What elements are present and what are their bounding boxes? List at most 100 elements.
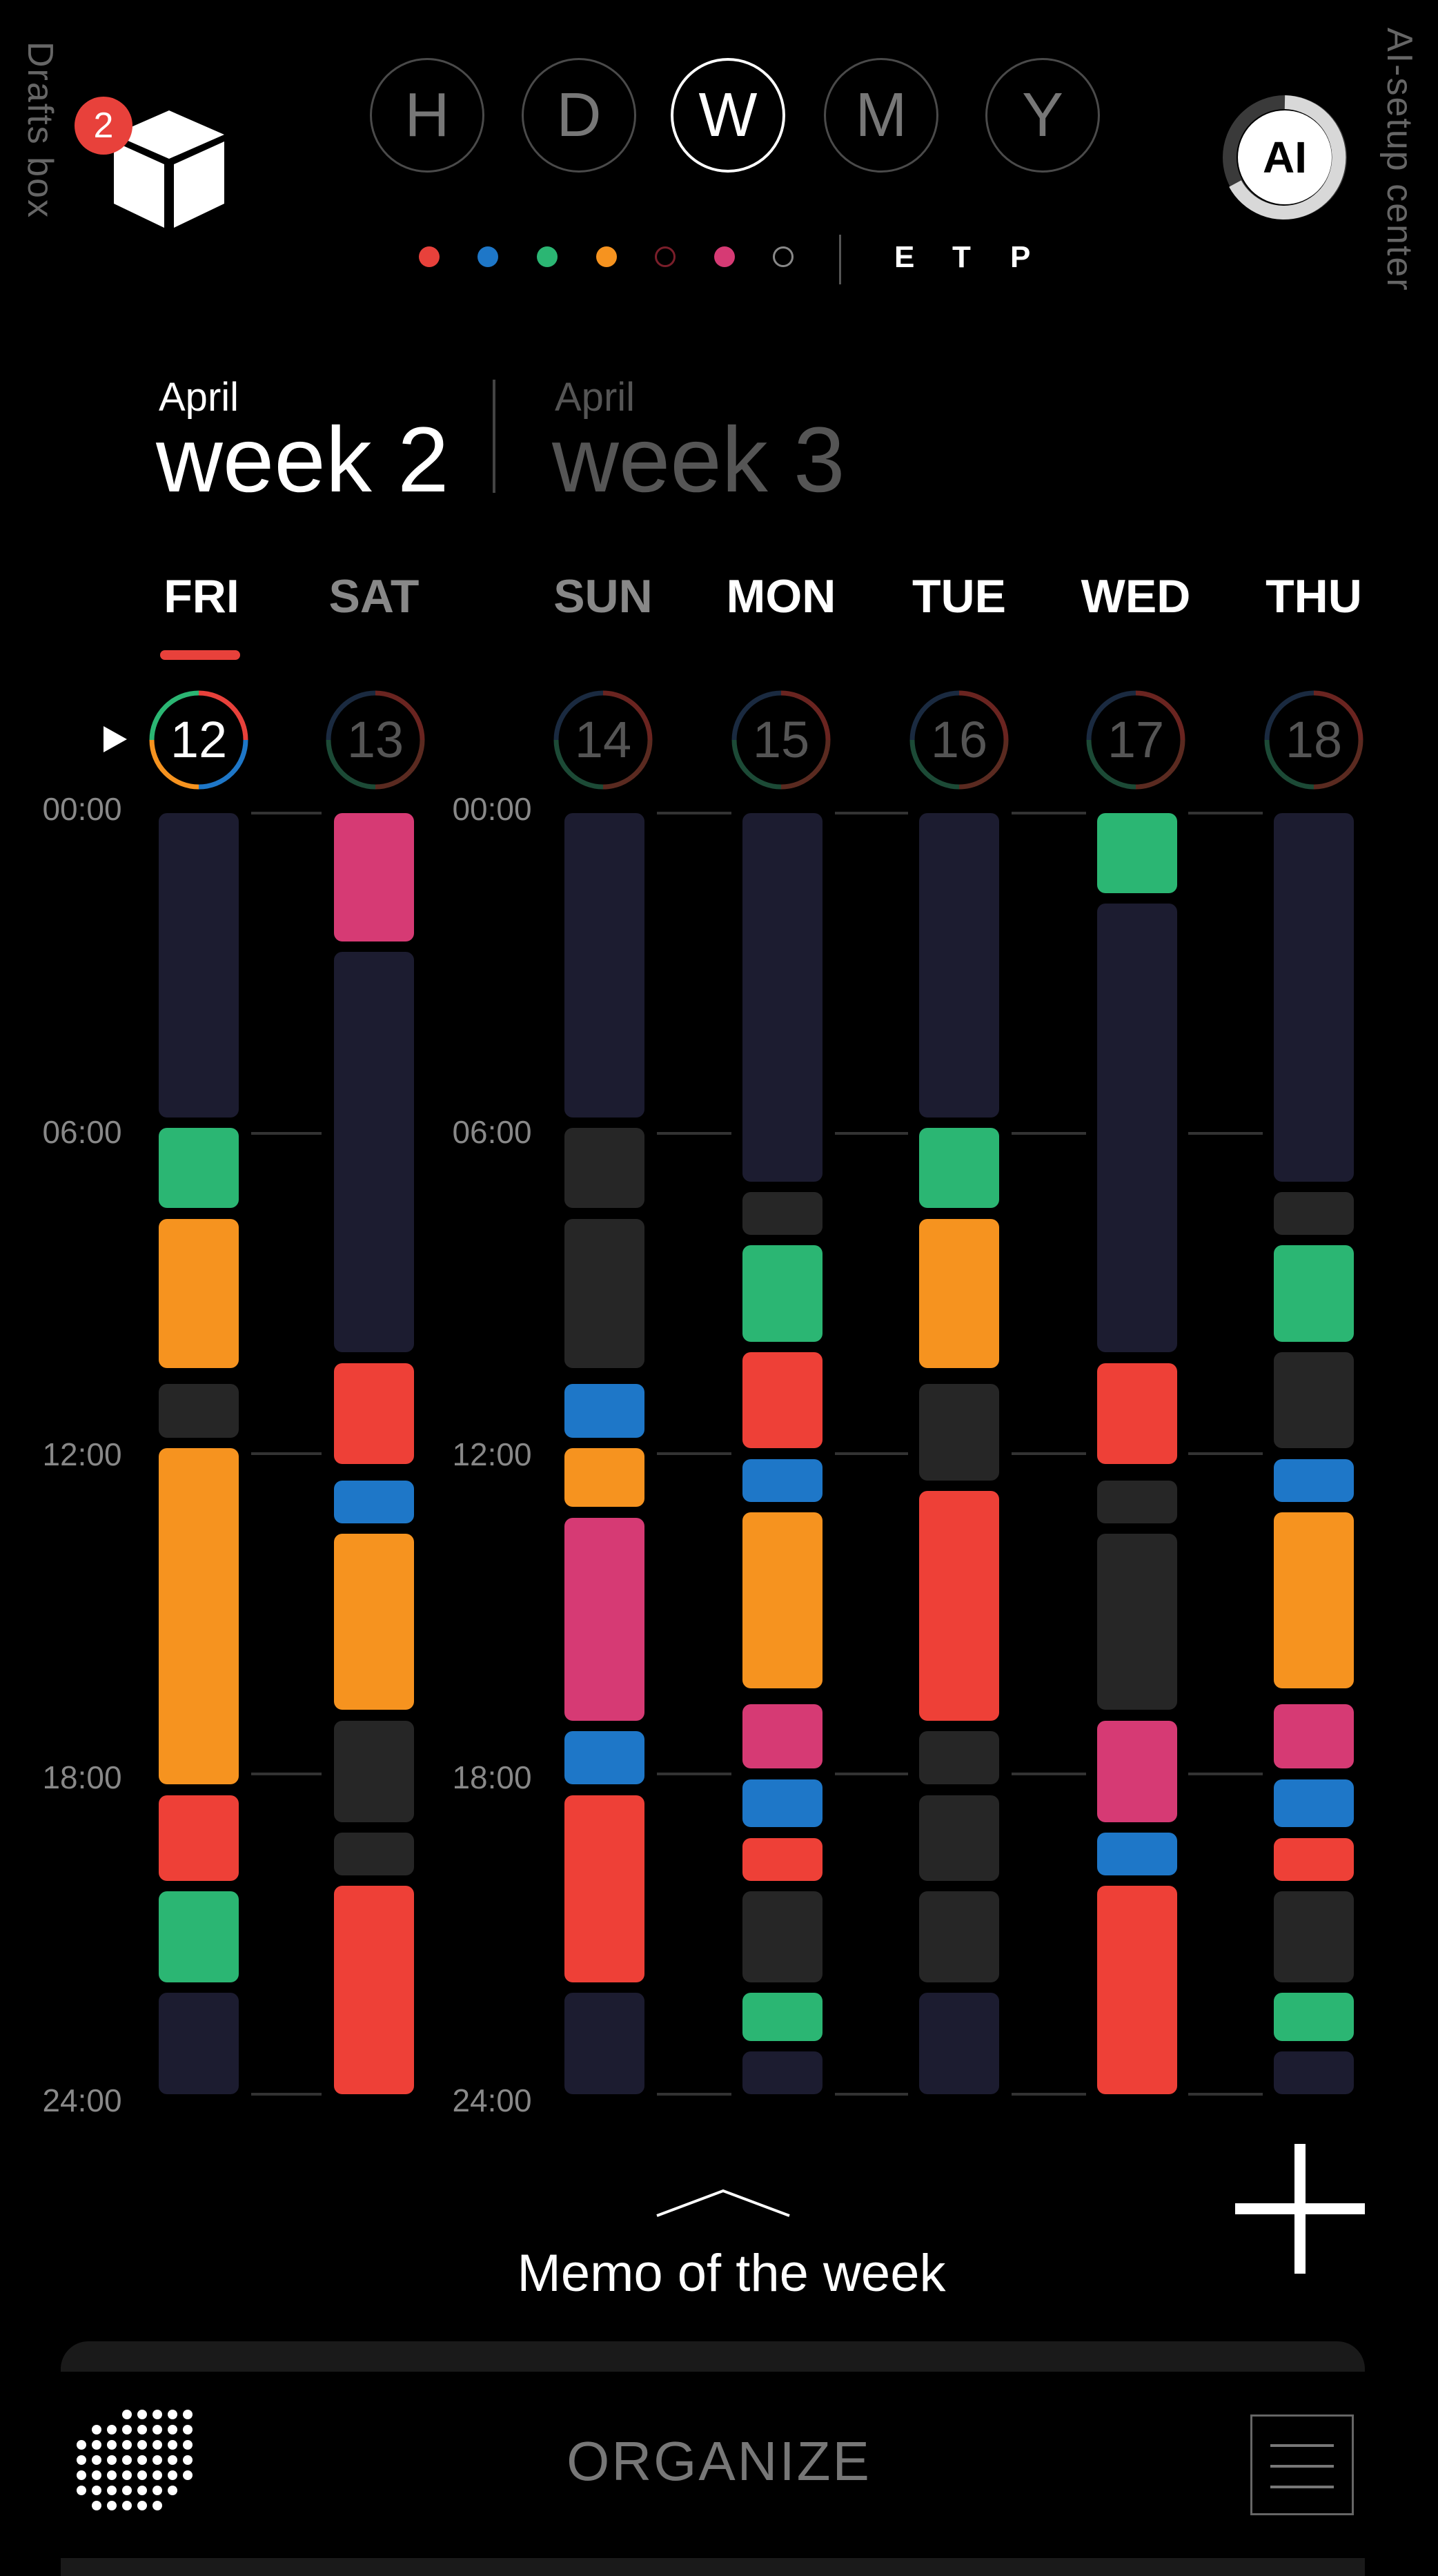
event-block-gray[interactable] [919, 1384, 999, 1481]
event-block-gray[interactable] [564, 1128, 644, 1209]
event-block-navy[interactable] [334, 952, 414, 1353]
event-block-red[interactable] [1097, 1363, 1177, 1465]
view-mode-week[interactable]: W [671, 58, 785, 173]
event-block-pink[interactable] [1097, 1720, 1177, 1822]
event-block-pink[interactable] [1274, 1704, 1354, 1769]
filter-dot-darkred[interactable] [655, 246, 676, 267]
event-block-pink[interactable] [742, 1704, 823, 1769]
add-event-plus-icon[interactable] [1235, 2144, 1365, 2274]
event-block-orange[interactable] [919, 1218, 999, 1369]
event-block-navy[interactable] [742, 813, 823, 1182]
week-2-title[interactable]: week 2 [156, 409, 449, 511]
event-block-orange[interactable] [159, 1218, 239, 1369]
menu-icon[interactable] [1250, 2414, 1354, 2515]
event-block-gray[interactable] [919, 1731, 999, 1785]
event-block-red[interactable] [334, 1886, 414, 2094]
event-block-gray[interactable] [742, 1891, 823, 1982]
event-block-gray[interactable] [159, 1384, 239, 1438]
filter-e[interactable]: E [894, 240, 915, 274]
filter-p[interactable]: P [1010, 240, 1031, 274]
event-block-blue[interactable] [1274, 1458, 1354, 1502]
event-block-pink[interactable] [564, 1517, 644, 1721]
week-3-title[interactable]: week 3 [552, 409, 845, 511]
day-name-tue[interactable]: TUE [912, 570, 1006, 623]
event-block-navy[interactable] [1274, 2051, 1354, 2094]
event-block-pink[interactable] [334, 813, 414, 941]
day-name-wed[interactable]: WED [1081, 570, 1191, 623]
event-block-red[interactable] [742, 1837, 823, 1881]
event-block-navy[interactable] [1097, 904, 1177, 1353]
filter-dot-green[interactable] [537, 246, 558, 267]
event-block-orange[interactable] [334, 1534, 414, 1710]
event-block-gray[interactable] [334, 1833, 414, 1875]
event-block-navy[interactable] [919, 813, 999, 1118]
day-name-sun[interactable]: SUN [553, 570, 653, 623]
day-number-17[interactable]: 17 [1086, 690, 1185, 790]
event-block-red[interactable] [1274, 1837, 1354, 1881]
filter-dot-red[interactable] [419, 246, 440, 267]
event-block-orange[interactable] [159, 1448, 239, 1785]
event-block-blue[interactable] [742, 1779, 823, 1828]
event-block-navy[interactable] [919, 1993, 999, 2094]
event-block-gray[interactable] [564, 1218, 644, 1369]
ai-button[interactable]: AI [1221, 94, 1348, 221]
filter-dot-blue[interactable] [477, 246, 498, 267]
filter-dot-orange[interactable] [596, 246, 617, 267]
organize-label[interactable]: ORGANIZE [567, 2430, 871, 2492]
event-block-green[interactable] [1097, 813, 1177, 893]
day-number-15[interactable]: 15 [731, 690, 831, 790]
event-block-gray[interactable] [1097, 1534, 1177, 1710]
day-name-thu[interactable]: THU [1265, 570, 1362, 623]
event-block-green[interactable] [742, 1245, 823, 1342]
event-block-red[interactable] [564, 1795, 644, 1982]
event-block-navy[interactable] [1274, 813, 1354, 1182]
day-name-mon[interactable]: MON [726, 570, 836, 623]
day-number-14[interactable]: 14 [553, 690, 653, 790]
chevron-up-icon[interactable] [656, 2188, 791, 2217]
event-block-navy[interactable] [564, 1993, 644, 2094]
event-block-gray[interactable] [919, 1891, 999, 1982]
event-block-gray[interactable] [919, 1795, 999, 1881]
view-mode-day[interactable]: D [522, 58, 636, 173]
filter-dot-gray[interactable] [773, 246, 794, 267]
event-block-red[interactable] [159, 1795, 239, 1881]
day-number-16[interactable]: 16 [909, 690, 1009, 790]
event-block-orange[interactable] [1274, 1512, 1354, 1689]
event-block-orange[interactable] [742, 1512, 823, 1689]
event-block-blue[interactable] [334, 1480, 414, 1523]
event-block-navy[interactable] [564, 813, 644, 1118]
event-block-gray[interactable] [1274, 1352, 1354, 1449]
event-block-navy[interactable] [742, 2051, 823, 2094]
event-block-green[interactable] [742, 1993, 823, 2041]
event-block-green[interactable] [159, 1128, 239, 1209]
event-block-navy[interactable] [159, 813, 239, 1118]
event-block-orange[interactable] [564, 1448, 644, 1507]
day-name-sat[interactable]: SAT [328, 570, 420, 623]
event-block-red[interactable] [742, 1352, 823, 1449]
event-block-gray[interactable] [1097, 1480, 1177, 1523]
view-mode-year[interactable]: Y [985, 58, 1100, 173]
event-block-blue[interactable] [564, 1731, 644, 1785]
event-block-blue[interactable] [742, 1458, 823, 1502]
event-block-red[interactable] [334, 1363, 414, 1465]
filter-dot-pink[interactable] [714, 246, 735, 267]
day-name-fri[interactable]: FRI [164, 570, 239, 623]
event-block-blue[interactable] [564, 1384, 644, 1438]
view-mode-month[interactable]: M [824, 58, 938, 173]
view-mode-hour[interactable]: H [370, 58, 484, 173]
event-block-red[interactable] [1097, 1886, 1177, 2094]
event-block-green[interactable] [919, 1128, 999, 1209]
event-block-navy[interactable] [159, 1993, 239, 2094]
event-block-gray[interactable] [1274, 1891, 1354, 1982]
drafts-box-button[interactable] [104, 104, 235, 235]
event-block-red[interactable] [919, 1491, 999, 1721]
event-block-blue[interactable] [1274, 1779, 1354, 1828]
dot-grid-icon[interactable] [72, 2408, 196, 2511]
event-block-green[interactable] [1274, 1993, 1354, 2041]
day-number-18[interactable]: 18 [1264, 690, 1363, 790]
event-block-blue[interactable] [1097, 1833, 1177, 1875]
memo-of-the-week-label[interactable]: Memo of the week [517, 2244, 946, 2303]
event-block-gray[interactable] [1274, 1192, 1354, 1235]
event-block-gray[interactable] [742, 1192, 823, 1235]
event-block-green[interactable] [159, 1891, 239, 1982]
